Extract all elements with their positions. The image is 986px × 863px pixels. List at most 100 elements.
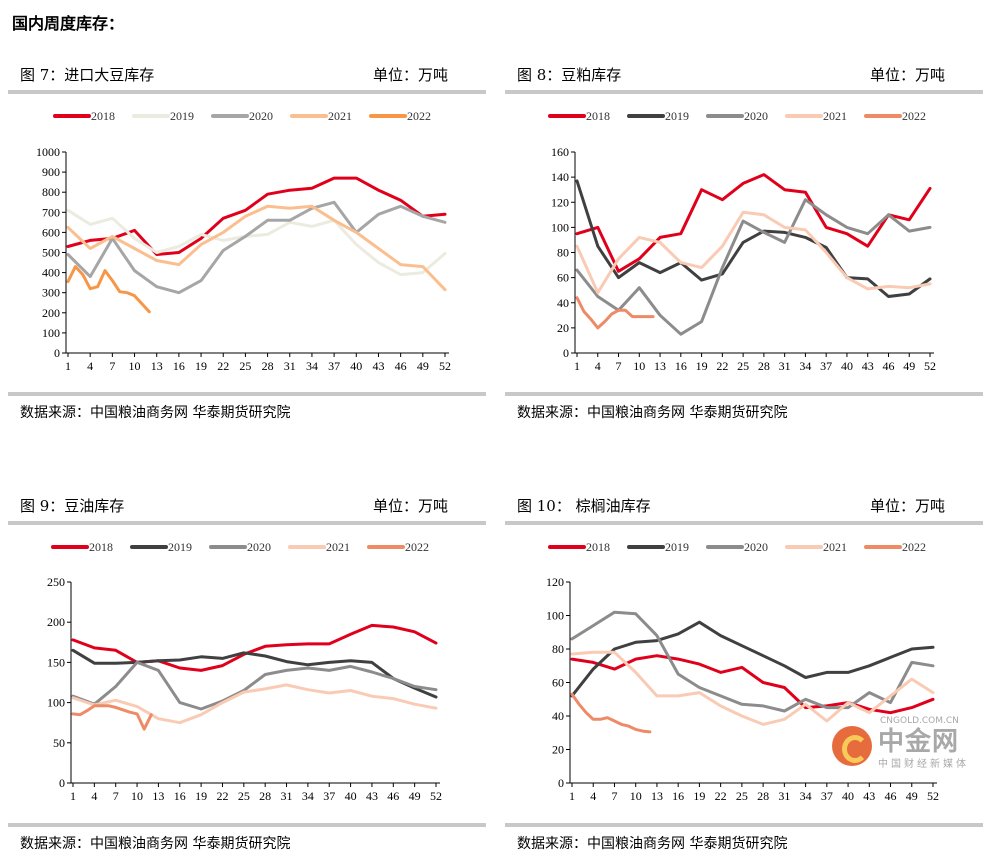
- watermark-logo: CNGOLD.COM.CN 中金网 中国财经新媒体: [830, 716, 980, 774]
- x-tick-label: 13: [152, 789, 164, 803]
- x-tick-label: 19: [195, 789, 207, 803]
- legend-label: 2021: [326, 540, 350, 554]
- series-line-2021: [71, 683, 438, 725]
- x-tick-label: 10: [129, 359, 141, 373]
- y-tick-label: 0: [563, 346, 569, 360]
- x-tick-label: 4: [91, 789, 97, 803]
- page-title: 国内周度库存：: [12, 14, 125, 33]
- y-tick-label: 60: [552, 676, 564, 690]
- chart-title: 图 10： 棕榈油库存: [517, 497, 651, 515]
- series-line-2019: [570, 620, 935, 698]
- x-tick-label: 7: [109, 359, 115, 373]
- x-tick-label: 10: [630, 789, 642, 803]
- x-tick-label: 16: [173, 359, 185, 373]
- x-tick-label: 19: [693, 789, 705, 803]
- y-tick-label: 120: [551, 195, 569, 209]
- x-tick-label: 49: [903, 359, 915, 373]
- y-tick-label: 40: [557, 296, 569, 310]
- y-tick-label: 250: [47, 575, 65, 589]
- x-tick-label: 28: [259, 789, 271, 803]
- chart-unit: 单位：万吨: [869, 66, 945, 84]
- legend-label: 2020: [249, 109, 273, 123]
- series-line-2022: [570, 692, 652, 734]
- series-line-2018: [575, 173, 932, 273]
- footer-rule: [505, 392, 983, 396]
- x-tick-label: 34: [800, 789, 812, 803]
- x-tick-label: 16: [675, 359, 687, 373]
- legend-label: 2018: [91, 109, 115, 123]
- x-tick-label: 52: [430, 789, 442, 803]
- y-tick-label: 50: [53, 736, 65, 750]
- y-tick-label: 60: [557, 271, 569, 285]
- legend-label: 2020: [247, 540, 271, 554]
- series-line-2020: [71, 660, 438, 711]
- line-chart: 2018 2019 2020 2021 202202040608010012014016…: [548, 109, 936, 373]
- legend-label: 2018: [586, 540, 610, 554]
- x-tick-label: 22: [216, 789, 228, 803]
- x-tick-label: 4: [590, 789, 596, 803]
- x-tick-label: 40: [350, 359, 362, 373]
- chart-header: 图 7：进口大豆库存 单位：万吨: [8, 62, 488, 86]
- x-tick-label: 43: [372, 359, 384, 373]
- y-tick-label: 100: [551, 220, 569, 234]
- y-tick-label: 0: [54, 346, 60, 360]
- legend-label: 2021: [328, 109, 352, 123]
- x-tick-label: 1: [569, 789, 575, 803]
- y-tick-label: 120: [546, 575, 564, 589]
- watermark-url: CNGOLD.COM.CN: [880, 716, 959, 726]
- x-tick-label: 7: [611, 789, 617, 803]
- x-tick-label: 25: [238, 789, 250, 803]
- footer-rule: [8, 823, 486, 827]
- x-tick-label: 1: [574, 359, 580, 373]
- series-line-2021: [570, 650, 935, 726]
- series-line-2018: [71, 623, 438, 672]
- chart-source: 数据来源：中国粮油商务网 华泰期货研究院: [20, 836, 291, 852]
- y-tick-label: 700: [42, 205, 60, 219]
- y-tick-label: 160: [551, 145, 569, 159]
- x-tick-label: 22: [217, 359, 229, 373]
- chart-header: 图 8：豆粕库存 单位：万吨: [505, 62, 985, 86]
- legend-label: 2022: [902, 540, 926, 554]
- series-line-2020: [66, 200, 447, 295]
- legend-label: 2019: [665, 109, 689, 123]
- x-tick-label: 31: [281, 789, 293, 803]
- watermark-name: 中金网: [878, 727, 960, 757]
- chart-title: 图 7：进口大豆库存: [20, 66, 155, 84]
- legend-label: 2022: [405, 540, 429, 554]
- y-tick-label: 100: [47, 696, 65, 710]
- y-tick-label: 140: [551, 170, 569, 184]
- x-tick-label: 28: [262, 359, 274, 373]
- x-tick-label: 40: [842, 789, 854, 803]
- x-tick-label: 4: [87, 359, 93, 373]
- chart-title: 图 8：豆粕库存: [517, 66, 622, 84]
- x-tick-label: 34: [306, 359, 318, 373]
- x-tick-label: 49: [409, 789, 421, 803]
- y-tick-label: 100: [42, 326, 60, 340]
- x-tick-label: 46: [395, 359, 407, 373]
- legend-label: 2018: [586, 109, 610, 123]
- legend-label: 2021: [823, 540, 847, 554]
- chart-panel-soyoil: 图 9：豆油库存 单位：万吨 数据来源：中国粮油商务网 华泰期货研究院 2018 2…: [8, 493, 488, 863]
- x-tick-label: 22: [716, 359, 728, 373]
- line-chart: 2018 2019 2020 2021 2022 0 50 100 150 200 250 1 4 7 10…: [47, 540, 442, 803]
- chart-title: 图 9：豆油库存: [20, 497, 125, 515]
- x-tick-label: 52: [439, 359, 451, 373]
- x-tick-label: 43: [863, 789, 875, 803]
- x-tick-label: 13: [651, 789, 663, 803]
- x-tick-label: 4: [595, 359, 601, 373]
- x-tick-label: 1: [70, 789, 76, 803]
- x-tick-label: 25: [239, 359, 251, 373]
- series-line-2022: [71, 704, 153, 731]
- chart-source: 数据来源：中国粮油商务网 华泰期货研究院: [20, 405, 291, 421]
- y-tick-label: 600: [42, 225, 60, 239]
- series-line-2020: [575, 198, 932, 336]
- x-tick-label: 46: [387, 789, 399, 803]
- legend-label: 2018: [89, 540, 113, 554]
- legend-label: 2019: [665, 540, 689, 554]
- x-tick-label: 28: [758, 359, 770, 373]
- x-tick-label: 1: [65, 359, 71, 373]
- x-tick-label: 13: [151, 359, 163, 373]
- x-tick-label: 43: [366, 789, 378, 803]
- x-tick-label: 7: [616, 359, 622, 373]
- footer-rule: [505, 823, 983, 827]
